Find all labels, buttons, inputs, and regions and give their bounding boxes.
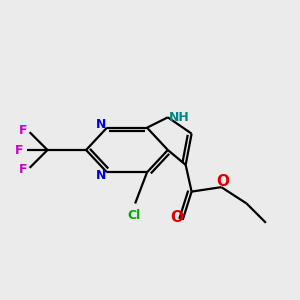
- Text: NH: NH: [169, 111, 190, 124]
- Text: O: O: [216, 174, 229, 189]
- Text: F: F: [19, 163, 27, 176]
- Text: O: O: [170, 210, 183, 225]
- Text: Cl: Cl: [127, 209, 140, 222]
- Text: N: N: [96, 169, 107, 182]
- Text: F: F: [15, 143, 23, 157]
- Text: F: F: [19, 124, 27, 137]
- Text: N: N: [96, 118, 107, 130]
